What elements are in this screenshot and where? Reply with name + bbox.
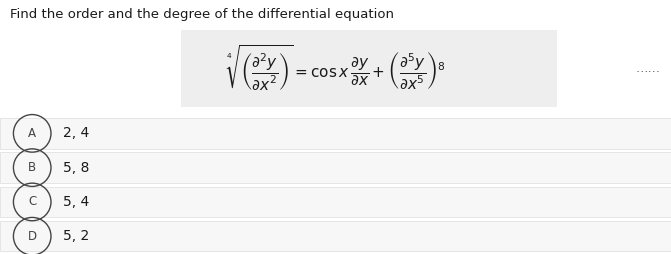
FancyBboxPatch shape <box>0 187 671 217</box>
FancyBboxPatch shape <box>0 152 671 183</box>
Text: B: B <box>28 161 36 174</box>
Text: 2, 4: 2, 4 <box>63 126 89 140</box>
Text: $\sqrt[4]{\left(\dfrac{\partial^2 y}{\partial x^2}\right)}= \cos x\,\dfrac{\part: $\sqrt[4]{\left(\dfrac{\partial^2 y}{\pa… <box>225 44 446 93</box>
Text: A: A <box>28 127 36 140</box>
Text: Find the order and the degree of the differential equation: Find the order and the degree of the dif… <box>10 8 394 21</box>
Text: 5, 8: 5, 8 <box>63 161 89 175</box>
Text: 5, 2: 5, 2 <box>63 229 89 243</box>
FancyBboxPatch shape <box>0 118 671 149</box>
FancyBboxPatch shape <box>0 221 671 251</box>
Text: ……: …… <box>635 62 660 75</box>
Text: C: C <box>28 195 36 209</box>
Text: D: D <box>28 230 37 243</box>
FancyBboxPatch shape <box>181 30 557 107</box>
Text: 5, 4: 5, 4 <box>63 195 89 209</box>
